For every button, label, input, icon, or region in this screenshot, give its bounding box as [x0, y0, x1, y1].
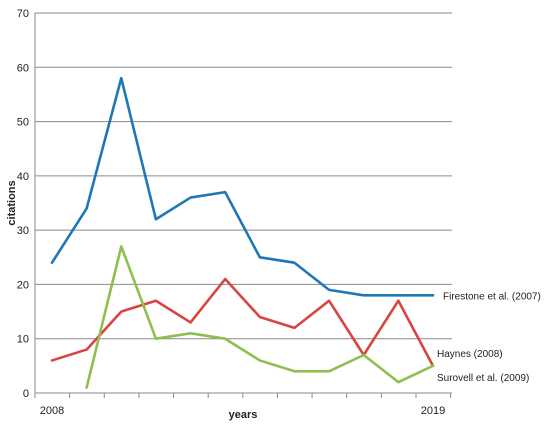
x-tick-label-2008: 2008	[40, 405, 64, 417]
y-tick-label-70: 70	[17, 8, 29, 20]
gridlines	[35, 12, 452, 340]
y-tick-label-20: 20	[17, 279, 29, 291]
series-labels: Firestone et al. (2007) Haynes (2008) Suro…	[437, 291, 541, 384]
axes	[34, 13, 452, 398]
y-tick-label-10: 10	[17, 334, 29, 346]
y-tick-labels: 0 10 20 30 40 50 60 70	[17, 8, 29, 400]
y-tick-label-60: 60	[17, 62, 29, 74]
series-line-haynes-2008	[50, 277, 435, 368]
series-label-surovell-et-al-2009: Surovell et al. (2009)	[437, 373, 529, 384]
series-line-firestone-et-al-2007	[50, 76, 435, 297]
x-tick-labels: 2008 2019	[40, 405, 445, 417]
y-tick-label-40: 40	[17, 171, 29, 183]
y-tick-label-0: 0	[23, 388, 29, 400]
x-axis-title: years	[229, 409, 258, 421]
series-lines	[50, 76, 435, 389]
y-axis-title: citations	[6, 180, 18, 225]
series-label-firestone-et-al-2007: Firestone et al. (2007)	[443, 291, 541, 302]
series-line-surovell-et-al-2009	[85, 245, 435, 389]
y-tick-label-50: 50	[17, 117, 29, 129]
x-tick-label-2019: 2019	[421, 405, 445, 417]
y-tick-label-30: 30	[17, 225, 29, 237]
series-label-haynes-2008: Haynes (2008)	[437, 349, 503, 360]
